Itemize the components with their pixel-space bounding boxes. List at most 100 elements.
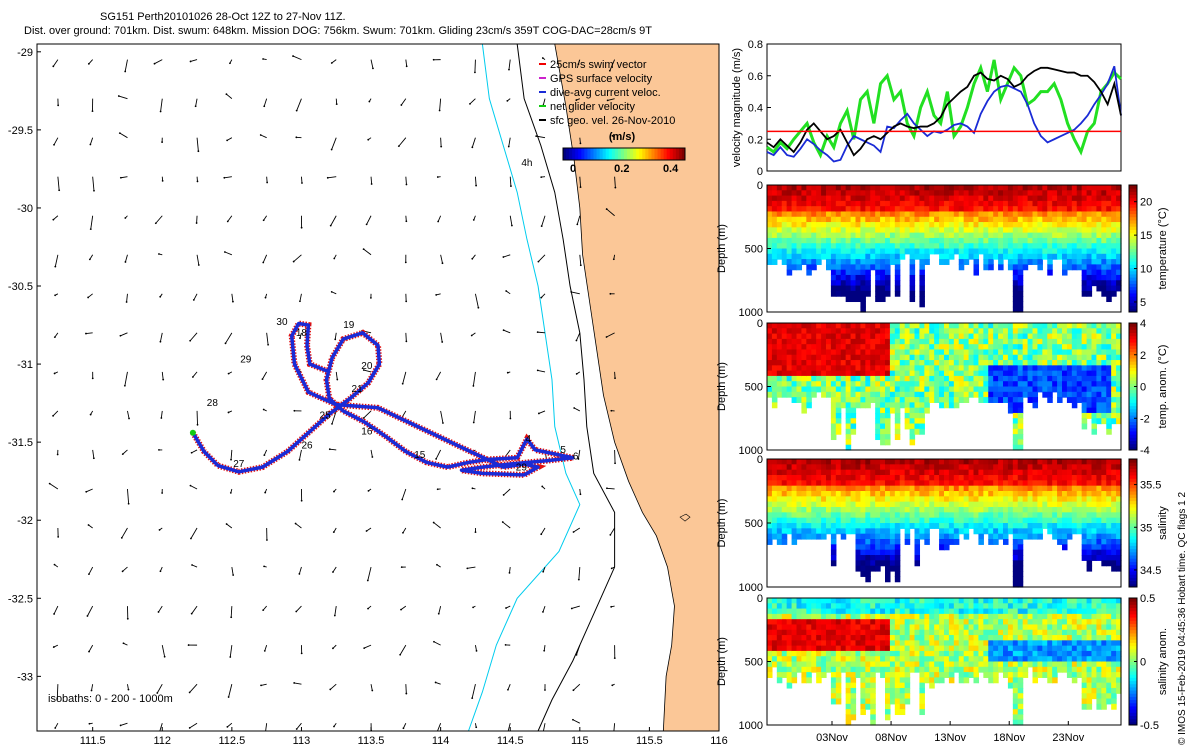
legend-item: 25cm/s swim vector bbox=[550, 59, 647, 71]
legend-colorbar-cell bbox=[566, 148, 570, 160]
heatmap-cell bbox=[1076, 485, 1083, 492]
heatmap-cell bbox=[1071, 475, 1078, 481]
heatmap-cell bbox=[850, 682, 857, 689]
heatmap-cell bbox=[830, 475, 837, 481]
heatmap-cell bbox=[899, 397, 906, 403]
heatmap-cell bbox=[1111, 391, 1117, 398]
current-arrow bbox=[435, 449, 442, 460]
heatmap-cell bbox=[1027, 485, 1034, 492]
heatmap-cell bbox=[899, 480, 906, 487]
heatmap-cell bbox=[771, 496, 778, 503]
heatmap-cell bbox=[889, 539, 896, 545]
heatmap-cell bbox=[821, 464, 827, 471]
heatmap-cell bbox=[963, 370, 970, 377]
day-label: 4 bbox=[526, 434, 532, 445]
heatmap-cell bbox=[1081, 528, 1088, 535]
heatmap-cell bbox=[1057, 523, 1063, 529]
heatmap-cell bbox=[865, 227, 871, 234]
heatmap-cell bbox=[963, 391, 970, 398]
heatmap-cell bbox=[963, 259, 970, 265]
heatmap-cell bbox=[1101, 397, 1107, 403]
heatmap-cell bbox=[1091, 533, 1098, 540]
heatmap-cell bbox=[840, 496, 847, 503]
current-arrow-head bbox=[401, 382, 404, 385]
heatmap-cell bbox=[796, 624, 803, 631]
heatmap-cell bbox=[880, 285, 886, 292]
current-arrow bbox=[88, 644, 94, 652]
legend-colorbar-cell bbox=[654, 148, 659, 160]
heatmap-cell bbox=[968, 501, 975, 508]
current-arrow-head bbox=[263, 649, 266, 652]
heatmap-cell bbox=[1062, 200, 1068, 207]
heatmap-cell bbox=[1062, 323, 1068, 329]
heatmap-cell bbox=[840, 528, 847, 535]
heatmap-cell bbox=[1066, 507, 1073, 513]
velocity-y-tick-label: 0.2 bbox=[748, 134, 763, 146]
heatmap-cell bbox=[1116, 464, 1122, 471]
heatmap-cell bbox=[1091, 259, 1098, 265]
current-arrow-head bbox=[190, 612, 193, 615]
heatmap-cell bbox=[924, 370, 930, 377]
heatmap-cell bbox=[899, 216, 906, 223]
heatmap-cell bbox=[924, 206, 930, 213]
heatmap-cell bbox=[1071, 375, 1078, 382]
heatmap-cell bbox=[894, 501, 901, 508]
heatmap-cell bbox=[953, 375, 960, 382]
heatmap-cell bbox=[826, 185, 832, 191]
heatmap-cell bbox=[1012, 370, 1019, 377]
heatmap-cell bbox=[1081, 243, 1088, 250]
heatmap-cell bbox=[1116, 285, 1122, 292]
current-arrow bbox=[264, 644, 268, 652]
heatmap-cell bbox=[806, 656, 812, 663]
colorbar-cell bbox=[1129, 197, 1137, 202]
heatmap-cell bbox=[830, 619, 837, 626]
heatmap-cell bbox=[835, 517, 842, 524]
heatmap-cell bbox=[894, 222, 901, 228]
heatmap-cell bbox=[840, 491, 847, 497]
heatmap-cell bbox=[939, 397, 945, 403]
heatmap-cell bbox=[1081, 232, 1088, 239]
y-tick-label: -31.5 bbox=[8, 437, 33, 449]
heatmap-cell bbox=[850, 661, 857, 668]
heatmap-cell bbox=[1052, 517, 1058, 524]
heatmap-cell bbox=[1052, 243, 1058, 250]
heatmap-cell bbox=[806, 216, 812, 223]
heatmap-cell bbox=[904, 354, 911, 361]
heatmap-cell bbox=[889, 185, 896, 191]
heatmap-cell bbox=[963, 464, 970, 471]
heatmap-cell bbox=[934, 328, 940, 335]
heatmap-cell bbox=[929, 237, 935, 244]
heatmap-cell bbox=[875, 629, 881, 636]
heatmap-cell bbox=[998, 216, 1004, 223]
current-arrow-head bbox=[332, 531, 335, 533]
heatmap-cell bbox=[811, 248, 817, 255]
heatmap-cell bbox=[939, 464, 945, 471]
heatmap-cell bbox=[1022, 480, 1029, 487]
heatmap-cell bbox=[924, 195, 930, 202]
heatmap-cell bbox=[1003, 195, 1009, 202]
heatmap-cell bbox=[811, 264, 817, 271]
heatmap-cell bbox=[767, 243, 773, 250]
heatmap-cell bbox=[791, 539, 798, 545]
heatmap-cell bbox=[894, 434, 901, 441]
heatmap-cell bbox=[924, 375, 930, 382]
heatmap-cell bbox=[919, 237, 925, 244]
heatmap-cell bbox=[830, 185, 837, 191]
colorbar-cell bbox=[1129, 219, 1137, 224]
heatmap-cell bbox=[1012, 243, 1019, 250]
heatmap-cell bbox=[880, 469, 886, 476]
heatmap-cell bbox=[1101, 280, 1107, 287]
heatmap-cell bbox=[796, 349, 803, 356]
heatmap-cell bbox=[1106, 274, 1112, 281]
heatmap-cell bbox=[909, 253, 916, 260]
heatmap-cell bbox=[978, 381, 984, 388]
current-arrow bbox=[265, 723, 268, 731]
heatmap-cell bbox=[1003, 370, 1009, 377]
heatmap-cell bbox=[958, 264, 965, 271]
heatmap-cell bbox=[816, 459, 822, 465]
heatmap-cell bbox=[899, 365, 906, 372]
heatmap-cell bbox=[870, 200, 876, 207]
heatmap-cell bbox=[855, 598, 862, 604]
current-arrow-head bbox=[52, 65, 55, 68]
heatmap-cell bbox=[899, 227, 906, 234]
